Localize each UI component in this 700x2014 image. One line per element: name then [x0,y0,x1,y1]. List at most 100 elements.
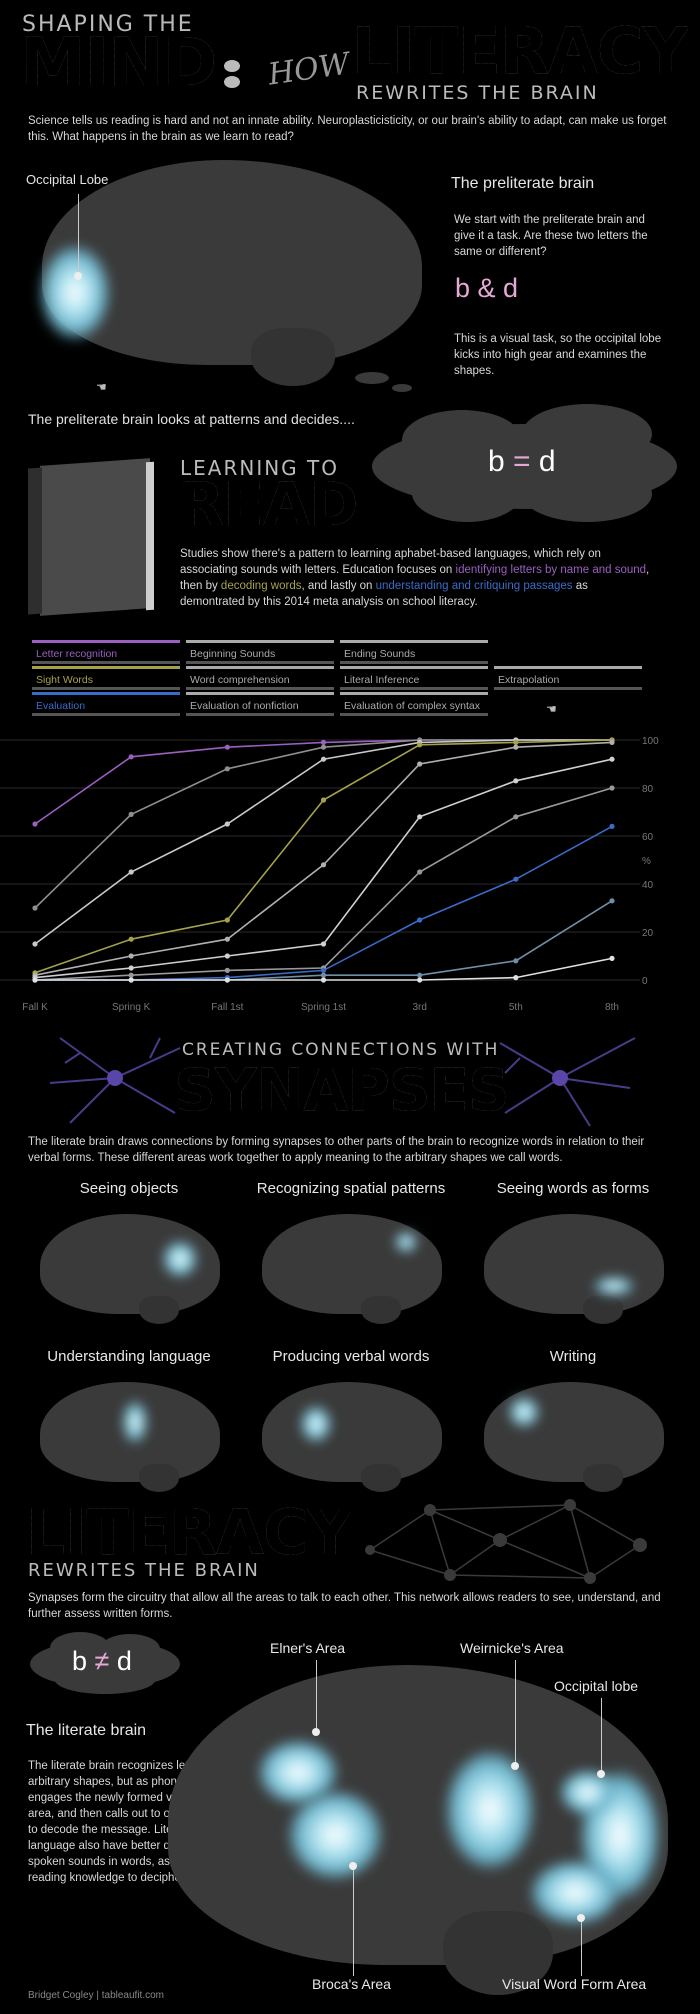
literate-title: The literate brain [26,1722,147,1739]
letters-bd: b & d [455,273,519,303]
series-point [128,754,134,760]
equation-notequal: b ≠ d [72,1646,132,1677]
y-tick-label: 100 [642,736,659,747]
legend-item[interactable]: Sight Words [32,666,180,690]
hl-understanding: understanding and critiquing passages [375,580,573,592]
occipital-lobe-label: Occipital Lobe [26,172,109,187]
legend-item[interactable]: Evaluation of nonfiction [186,692,334,716]
eq-left: b [488,445,505,478]
neuron-right [499,1037,636,1127]
y-tick-label: 40 [642,880,654,891]
series-point [224,766,230,772]
preliterate-decides: The preliterate brain looks at patterns … [28,411,355,427]
literacy2-big: LITERACY [26,1496,352,1569]
header-mind: MIND [20,24,217,101]
neuron-left [49,1037,181,1124]
series-point [513,958,519,964]
intro-text: Science tells us reading is hard and not… [28,115,667,143]
area-glow [163,1241,198,1277]
y-tick-label: 20 [642,928,654,939]
series-point [32,905,38,911]
series-point [128,965,134,971]
neq-op: ≠ [94,1646,110,1676]
legend-item[interactable]: Evaluation [32,692,180,716]
weirnicke-pointer [515,1660,516,1764]
equation-equal: b = d [488,445,556,479]
credit[interactable]: Bridget Cogley | tableaufit.com [28,1990,165,2001]
literate-cloud [30,1632,180,1694]
broca-pointer [353,1866,354,1976]
header-literacy: LITERACY [352,15,689,89]
area-label: Writing [549,1348,597,1365]
legend-item[interactable]: Evaluation of complex syntax [340,692,488,716]
legend-item[interactable]: Letter recognition [32,640,180,664]
occipital-literate-dot [597,1770,605,1778]
occipital-glow [40,245,110,340]
x-tick-label: 5th [509,1002,523,1013]
area-label: Seeing words as forms [496,1180,650,1197]
series-point [513,744,519,750]
hl-decoding: decoding words [220,580,302,592]
series-point [224,977,230,983]
legend-item[interactable]: Extrapolation [494,666,642,690]
area-brain [484,1214,664,1324]
series-point [128,869,134,875]
area-label: Understanding language [47,1348,211,1365]
eq-op: = [513,445,531,478]
synapses-big: SYNAPSES [174,1056,510,1124]
literacy2-small: REWRITES THE BRAIN [28,1560,260,1581]
series-point [320,756,327,762]
broca-label: Broca's Area [312,1976,391,1992]
series-point [128,953,134,959]
small-cloud [355,372,389,384]
series-point [417,761,423,767]
area-brain [40,1382,220,1492]
series-line [35,825,613,981]
series-point [609,756,615,762]
preliterate-brain [42,160,422,386]
area-label: Producing verbal words [272,1348,430,1365]
hl-identifying: identifying letters by name and sound [455,564,647,576]
elner-pointer [316,1660,317,1732]
series-point [609,955,615,961]
learning-text-b: , then by [180,564,650,592]
legend-item[interactable]: Literal Inference [340,666,488,690]
x-tick-label: Fall 1st [211,1002,243,1013]
series-point [224,936,230,942]
weirnicke-glow [445,1750,535,1870]
x-tick-label: 3rd [412,1002,426,1013]
legend-item[interactable]: Ending Sounds [340,640,488,664]
x-tick-label: Spring 1st [301,1002,346,1013]
small-cloud-2 [392,384,412,392]
series-line [34,741,613,976]
series-point [513,814,519,820]
eq-right: d [538,445,556,478]
series-line [34,739,612,909]
literacy-line-chart: 0 20 40 60 80 100% Fall K Spring K Fall 1st Sprin… [0,736,659,1013]
book-icon [28,458,158,616]
series-point [609,739,615,745]
header-how: HOW [265,46,352,93]
legend-item[interactable]: Beginning Sounds [186,640,334,664]
area-brain [484,1382,664,1492]
series-point [609,823,615,829]
series-point [128,811,134,817]
series-point [320,977,327,983]
x-tick-label: Spring K [112,1002,151,1013]
learning-big: READ [178,470,358,540]
learning-text-c: , and lastly on [301,580,376,592]
elner-dot [312,1728,320,1736]
learning-small: LEARNING TO [180,456,339,480]
series-point [224,821,230,827]
legend-item[interactable]: Word comprehension [186,666,334,690]
neq-left: b [72,1646,88,1676]
learning-text-d: as demontrated by this 2014 meta analysi… [180,580,588,608]
area-label: Recognizing spatial patterns [256,1180,446,1197]
learning-text-a: Studies show there's a pattern to learni… [180,548,601,576]
weirnicke-dot [511,1762,519,1770]
series-point [128,936,134,942]
series-point [320,862,327,868]
thought-cloud [372,404,677,524]
header-rewrites: REWRITES THE BRAIN [356,82,599,104]
vwfa-dot [577,1914,585,1922]
